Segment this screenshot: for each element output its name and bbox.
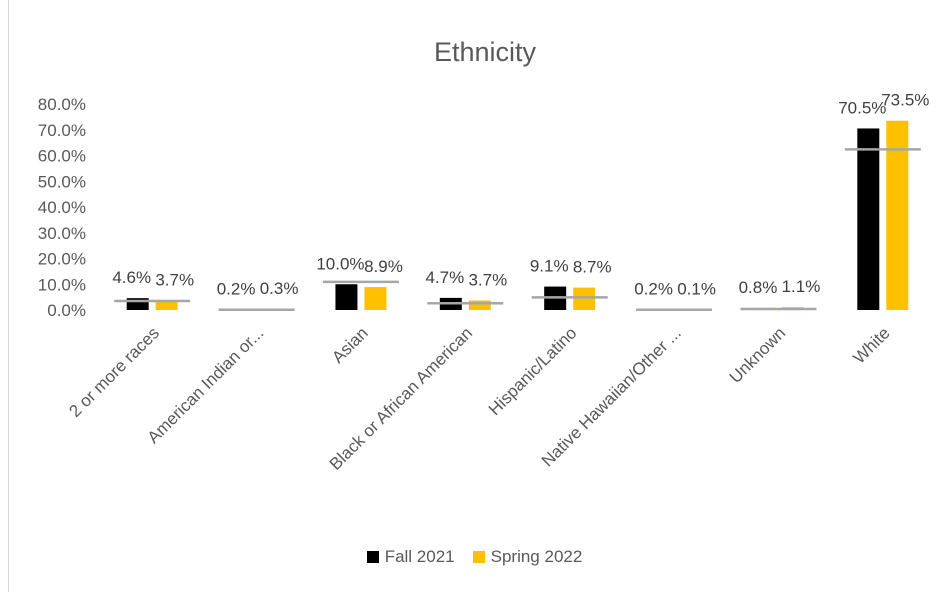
- y-tick-label: 60.0%: [38, 147, 86, 166]
- y-tick-label: 30.0%: [38, 224, 86, 243]
- data-label: 1.1%: [782, 277, 821, 296]
- data-label: 0.2%: [634, 279, 673, 298]
- data-label: 8.9%: [364, 257, 403, 276]
- y-tick-label: 80.0%: [38, 95, 86, 114]
- category-label: White: [849, 323, 893, 367]
- y-tick-label: 50.0%: [38, 172, 86, 191]
- category-label: 2 or more races: [65, 323, 163, 421]
- data-labels: 4.6% 3.7% 0.2% 0.3%10.0% 8.9%4.7% 3.7%9.1% 8.7…: [112, 91, 929, 299]
- data-label: 0.8%: [739, 278, 778, 297]
- legend: Fall 2021 Spring 2022: [0, 543, 949, 571]
- data-label: 3.7%: [155, 270, 194, 289]
- chart-title: Ethnicity: [434, 37, 537, 67]
- y-tick-label: 10.0%: [38, 275, 86, 294]
- category-label: American Indian or...: [144, 323, 268, 447]
- data-label: 3.7%: [468, 270, 507, 289]
- bar: [126, 298, 149, 310]
- data-label: 0.3%: [260, 279, 299, 298]
- legend-label-fall-2021: Fall 2021: [384, 547, 455, 566]
- category-label: Unknown: [726, 323, 790, 387]
- legend-label-spring-2022: Spring 2022: [490, 547, 583, 566]
- bar: [335, 284, 358, 310]
- y-tick-label: 0.0%: [47, 301, 86, 320]
- bar: [573, 287, 596, 310]
- data-label: 10.0%: [316, 254, 364, 273]
- data-label: 4.6%: [112, 268, 151, 287]
- data-label: 70.5%: [838, 98, 886, 117]
- data-label: 0.1%: [677, 280, 716, 299]
- legend-item-spring-2022: Spring 2022: [472, 547, 583, 567]
- data-label: 4.7%: [425, 268, 464, 287]
- bar: [364, 287, 387, 310]
- legend-swatch-fall-2021: [366, 551, 379, 563]
- y-axis: 0.0% 10.0% 20.0% 30.0% 40.0% 50.0% 60.0% 70.0% 8…: [38, 95, 86, 320]
- chart-frame: [8, 0, 949, 592]
- data-label: 0.2%: [217, 279, 256, 298]
- legend-item-fall-2021: Fall 2021: [366, 547, 455, 567]
- y-tick-label: 40.0%: [38, 198, 86, 217]
- y-tick-label: 20.0%: [38, 250, 86, 269]
- category-label: Hispanic/Latino: [485, 323, 581, 419]
- reference-lines: [114, 148, 921, 311]
- legend-swatch-spring-2022: [472, 551, 485, 563]
- data-label: 8.7%: [573, 258, 612, 277]
- y-tick-label: 70.0%: [38, 121, 86, 140]
- bar: [857, 128, 880, 310]
- bar: [886, 120, 909, 310]
- data-label: 9.1%: [530, 257, 569, 276]
- data-label: 73.5%: [881, 91, 929, 110]
- bar: [155, 300, 178, 310]
- bar: [468, 300, 491, 310]
- category-label: Asian: [328, 323, 372, 367]
